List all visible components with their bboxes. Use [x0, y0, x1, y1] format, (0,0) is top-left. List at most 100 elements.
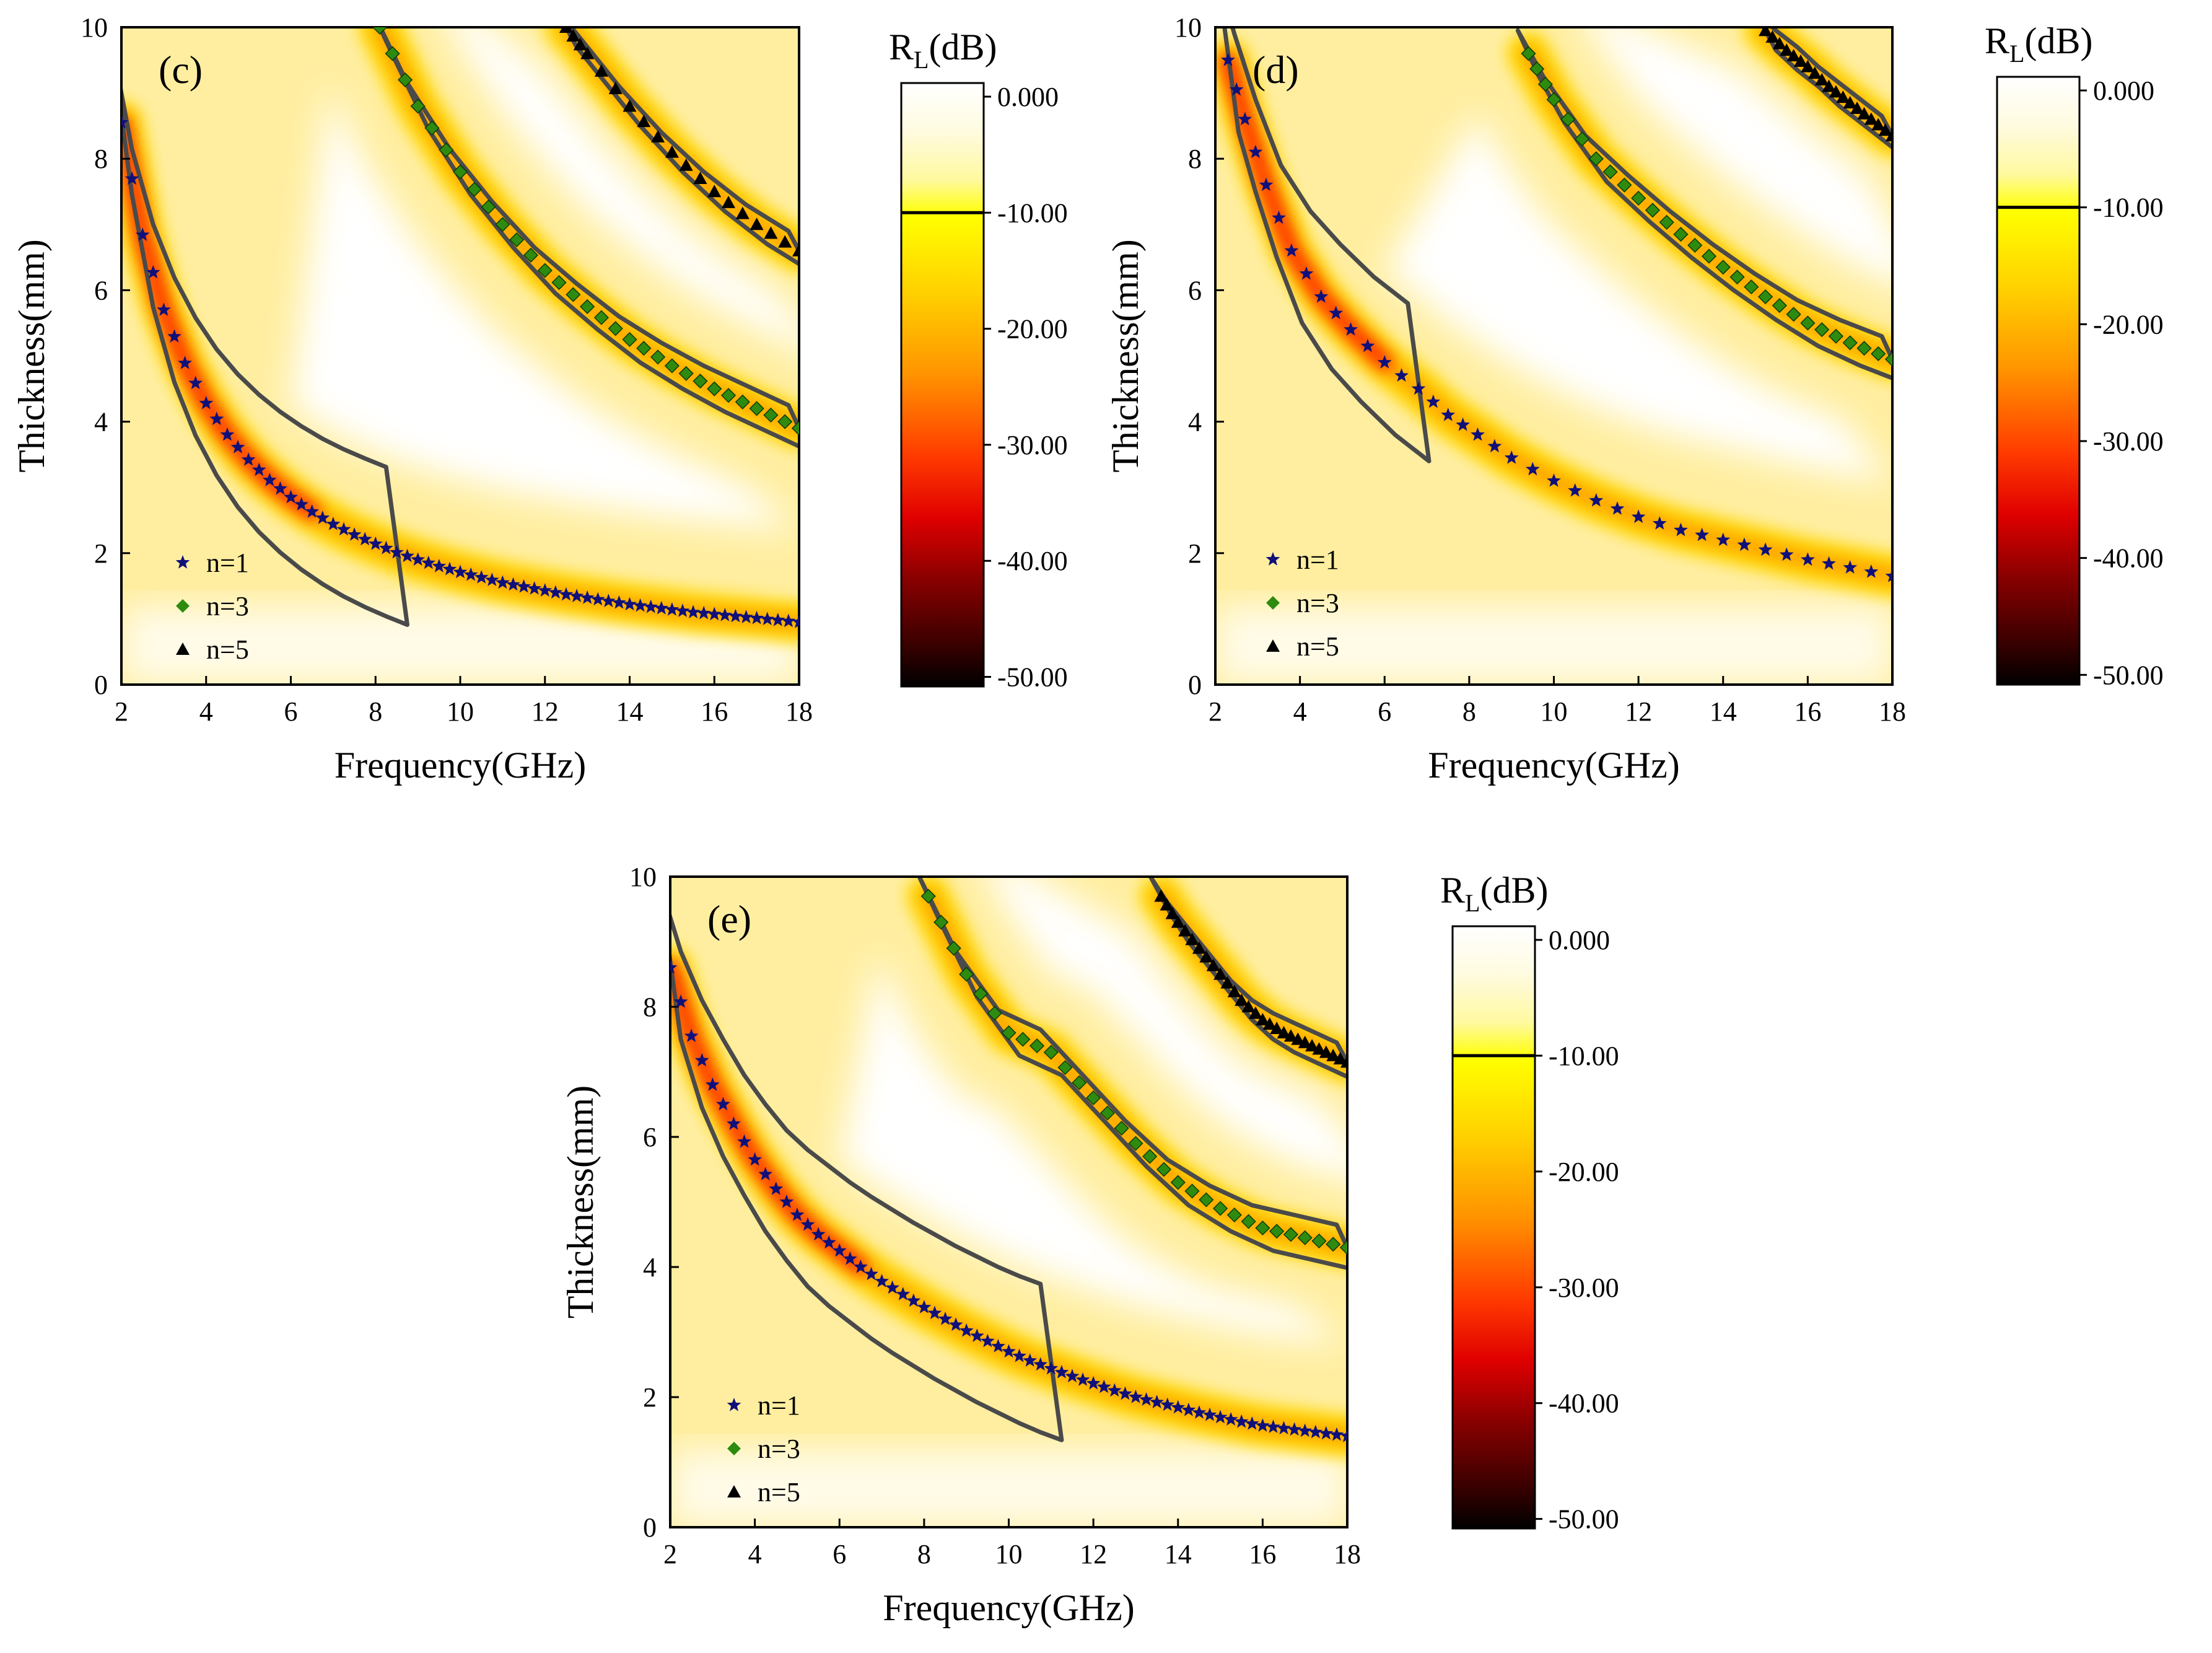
data-point-diamond — [1255, 1220, 1270, 1236]
data-point-triangle — [1235, 993, 1249, 1006]
legend-star-icon — [175, 555, 190, 569]
data-point-star — [1096, 1379, 1111, 1393]
data-point-triangle — [1326, 1048, 1340, 1061]
data-point-star — [728, 608, 743, 623]
data-point-diamond — [622, 331, 637, 348]
data-point-diamond — [1001, 1025, 1016, 1041]
data-point-star — [1864, 564, 1879, 578]
data-point-star — [739, 610, 753, 623]
data-point-diamond — [1645, 203, 1660, 218]
colorbar-tick-label: -50.00 — [997, 662, 1068, 693]
data-point-diamond — [1086, 1090, 1101, 1106]
data-point-triangle — [722, 195, 736, 208]
data-point-star — [1411, 381, 1426, 395]
data-point-diamond — [735, 394, 750, 410]
y-axis-label: Thickness(mm) — [11, 239, 52, 473]
data-point-diamond — [509, 232, 525, 248]
data-point-diamond — [678, 366, 694, 381]
x-tick-label: 8 — [1462, 696, 1476, 727]
data-point-diamond — [1170, 1175, 1186, 1190]
data-point-star — [1287, 1422, 1301, 1436]
data-point-star — [686, 605, 701, 618]
data-point-star — [496, 575, 510, 589]
data-point-triangle — [594, 64, 608, 77]
data-point-star — [1277, 1421, 1291, 1435]
data-point-diamond — [1744, 279, 1759, 295]
data-point-triangle — [1160, 898, 1174, 911]
colorbar-gradient — [900, 82, 985, 688]
x-tick-label: 10 — [995, 1539, 1023, 1569]
data-point-star — [1086, 1375, 1101, 1390]
series-n=5 — [1759, 27, 1892, 142]
y-tick-label: 2 — [643, 1382, 657, 1413]
data-point-star — [1150, 1395, 1164, 1409]
data-point-diamond — [1546, 92, 1562, 107]
x-tick-label: 8 — [917, 1539, 931, 1569]
data-point-diamond — [1212, 1201, 1228, 1216]
data-point-diamond — [920, 888, 936, 904]
data-point-diamond — [1673, 227, 1689, 242]
series-n=5 — [559, 27, 799, 256]
data-point-diamond — [537, 263, 553, 278]
data-point-star — [769, 1182, 784, 1195]
data-point-star — [1631, 509, 1646, 524]
data-point-diamond — [1326, 1237, 1341, 1252]
data-point-diamond — [452, 164, 468, 180]
data-point-triangle — [1262, 1017, 1277, 1030]
data-point-star — [821, 1235, 836, 1249]
data-point-triangle — [623, 99, 637, 112]
data-point-triangle — [608, 82, 623, 95]
colorbar-tick-label: -10.00 — [997, 198, 1068, 228]
data-point-star — [885, 1280, 900, 1294]
data-point-diamond — [410, 99, 426, 114]
data-point-star — [1229, 82, 1244, 96]
data-point-star — [1044, 1361, 1059, 1375]
colorbar-tick-label: -10.00 — [2093, 193, 2164, 223]
x-tick-label: 8 — [369, 696, 382, 727]
data-point-star — [1314, 289, 1329, 303]
data-point-star — [779, 1195, 794, 1208]
x-tick-label: 6 — [284, 696, 298, 727]
data-point-diamond — [439, 142, 454, 158]
data-point-star — [1377, 355, 1392, 369]
data-point-star — [1107, 1383, 1122, 1397]
y-tick-label: 6 — [94, 275, 108, 305]
data-point-diamond — [1297, 1230, 1313, 1245]
data-point-star — [294, 497, 308, 511]
data-point-star — [157, 302, 171, 316]
data-point-triangle — [679, 158, 693, 171]
data-point-diamond — [608, 321, 623, 336]
data-point-star — [1340, 1429, 1347, 1442]
data-point-diamond — [1560, 112, 1576, 127]
data-point-diamond — [1729, 270, 1745, 285]
x-tick-label: 16 — [1249, 1539, 1276, 1569]
data-point-triangle — [750, 217, 764, 230]
panel-e: 2 4 6 8 10 12 14 16 180246810Frequency(GHz)Thick… — [560, 862, 1619, 1628]
data-point-star — [748, 1152, 762, 1166]
panel-label: (d) — [1252, 48, 1299, 92]
data-point-star — [1456, 417, 1470, 431]
y-tick-label: 10 — [81, 12, 108, 43]
data-point-triangle — [1886, 129, 1892, 142]
data-point-star — [727, 1116, 741, 1130]
data-point-star — [146, 265, 160, 279]
data-point-star — [517, 579, 531, 593]
data-point-diamond — [650, 349, 666, 365]
y-tick-label: 10 — [1174, 12, 1202, 43]
data-point-star — [1589, 493, 1604, 507]
data-point-triangle — [792, 243, 799, 256]
data-point-star — [1344, 322, 1358, 336]
y-tick-label: 4 — [643, 1252, 657, 1282]
data-point-diamond — [1128, 1136, 1143, 1151]
x-tick-label: 12 — [531, 696, 559, 727]
data-point-star — [760, 612, 775, 626]
data-point-diamond — [973, 986, 989, 1002]
series-n=1 — [121, 115, 799, 628]
data-point-triangle — [693, 172, 707, 185]
data-point-diamond — [1015, 1032, 1031, 1047]
data-point-diamond — [693, 374, 708, 389]
data-point-star — [199, 395, 214, 410]
legend-diamond-icon — [1266, 596, 1280, 610]
data-point-star — [1065, 1369, 1080, 1383]
data-point-triangle — [665, 145, 679, 158]
